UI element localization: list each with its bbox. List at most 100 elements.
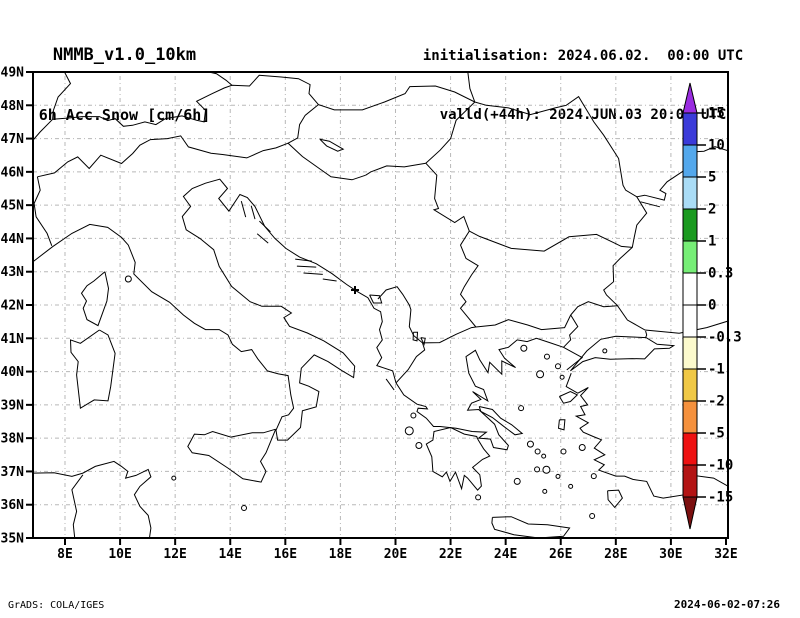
- border-romania-bulgaria: [469, 230, 633, 252]
- turkey-aegean-coast: [565, 373, 728, 499]
- island-dugi-otok: [256, 233, 269, 244]
- colorbar-arrow-bottom: [682, 496, 698, 530]
- lat-axis-label: 41N: [1, 332, 25, 347]
- border-yugoslavia-albania: [377, 286, 423, 344]
- lat-axis-label: 49N: [1, 66, 25, 81]
- border-france-italy: [33, 176, 53, 246]
- lat-axis-label: 40N: [1, 365, 25, 380]
- small-island: [520, 344, 528, 352]
- colorbar-label: 2: [708, 202, 716, 218]
- colorbar-segment: [682, 368, 698, 402]
- border-hungary-yugoslavia-romania: [365, 162, 426, 176]
- colorbar-label: 0.3: [708, 266, 733, 282]
- colorbar-label: -1: [708, 362, 725, 378]
- colorbar-segment: [682, 464, 698, 498]
- border-ussr-czechoslovakia: [467, 72, 476, 103]
- island-corfu: [385, 378, 395, 391]
- lon-axis-label: 16E: [274, 547, 297, 562]
- border-austria-hungary: [287, 104, 319, 144]
- small-island: [602, 348, 608, 354]
- colorbar-label: -2: [708, 394, 725, 410]
- crete-coast: [491, 516, 571, 538]
- small-island: [410, 412, 417, 419]
- creation-timestamp: 2024-06-02-07:26: [674, 598, 780, 611]
- small-island: [475, 494, 482, 501]
- small-island: [542, 488, 548, 494]
- danube-delta-branch: [640, 201, 661, 208]
- lat-axis-label: 47N: [1, 132, 25, 147]
- border-czech-bavaria: [206, 72, 233, 86]
- colorbar-label: -10: [708, 458, 733, 474]
- colorbar-segment: [682, 208, 698, 242]
- island-pag: [259, 220, 271, 233]
- island-krk: [250, 205, 256, 220]
- border-albania-greece: [395, 342, 426, 384]
- colorbar-segment: [682, 240, 698, 274]
- small-island: [589, 513, 596, 520]
- lon-axis-label: 26E: [549, 547, 572, 562]
- small-island: [526, 440, 534, 448]
- small-island: [124, 275, 132, 283]
- lake-ohrid: [412, 331, 419, 342]
- africa-coast: [33, 460, 152, 538]
- border-yugoslavia-greece: [422, 326, 476, 344]
- small-island: [404, 426, 414, 436]
- small-island: [415, 441, 423, 449]
- border-greece-bulgaria: [475, 314, 572, 331]
- colorbar-segment: [682, 144, 698, 178]
- border-alps-yugoslavia: [37, 135, 366, 181]
- island-hvar: [296, 265, 317, 268]
- axis-labels: 49N 48N 47N 46N 45N 44N 43N 42N 41N 40N 39N 38N 37N 3…: [1, 66, 738, 563]
- lon-axis-label: 18E: [329, 547, 352, 562]
- bosphorus-strait: [645, 330, 648, 338]
- grid-layer: [33, 72, 728, 538]
- lon-axis-label: 10E: [108, 547, 131, 562]
- lat-axis-label: 42N: [1, 298, 25, 313]
- small-island: [542, 465, 551, 474]
- lesbos-coast: [558, 390, 579, 404]
- italy-coast: [33, 178, 356, 441]
- lon-axis-label: 32E: [714, 547, 737, 562]
- colorbar-segment: [682, 176, 698, 210]
- lat-axis-label: 45N: [1, 199, 25, 214]
- colorbar-segment: [682, 432, 698, 466]
- island-brac: [295, 258, 312, 262]
- colorbar-label: 1: [708, 234, 716, 250]
- colorbar-label: 0: [708, 298, 716, 314]
- lat-axis-label: 39N: [1, 398, 25, 413]
- lat-axis-label: 35N: [1, 531, 25, 546]
- lon-axis-label: 14E: [218, 547, 241, 562]
- small-island: [554, 363, 561, 370]
- colorbar-label: 5: [708, 170, 716, 186]
- small-island: [241, 505, 248, 512]
- colorbar-label: -15: [708, 490, 733, 506]
- corsica-coast: [80, 271, 110, 327]
- lake-shkodra: [369, 294, 383, 304]
- lon-axis-label: 28E: [604, 547, 627, 562]
- initialisation-time: initialisation: 2024.06.02. 00:00 UTC: [422, 48, 744, 64]
- colorbar-segment: [682, 400, 698, 434]
- lake-prespa: [420, 337, 426, 346]
- lon-axis-label: 12E: [163, 547, 186, 562]
- colorbar: 15 10 5 2 1 0.3 0 -0.3 -1 -2 -5 -10 -15: [682, 82, 742, 530]
- model-title: NMMB_v1.0_10km: [52, 45, 197, 65]
- border-hungary-romania: [425, 101, 476, 164]
- border-france-switzerland: [33, 118, 53, 141]
- lon-axis-label: 30E: [659, 547, 682, 562]
- island-cres: [240, 200, 247, 218]
- lat-axis-label: 44N: [1, 232, 25, 247]
- colorbar-segment: [682, 336, 698, 370]
- lon-axis-label: 24E: [494, 547, 517, 562]
- small-island: [560, 448, 567, 455]
- small-island: [536, 370, 545, 379]
- lat-axis-label: 46N: [1, 165, 25, 180]
- colorbar-label: -0.3: [708, 330, 742, 346]
- small-island: [171, 475, 177, 481]
- border-bulgaria-turkey: [570, 301, 618, 316]
- balkan-greece-coast: [218, 184, 584, 451]
- small-island: [541, 453, 547, 459]
- border-north-chain: [52, 74, 638, 198]
- lat-axis-label: 48N: [1, 99, 25, 114]
